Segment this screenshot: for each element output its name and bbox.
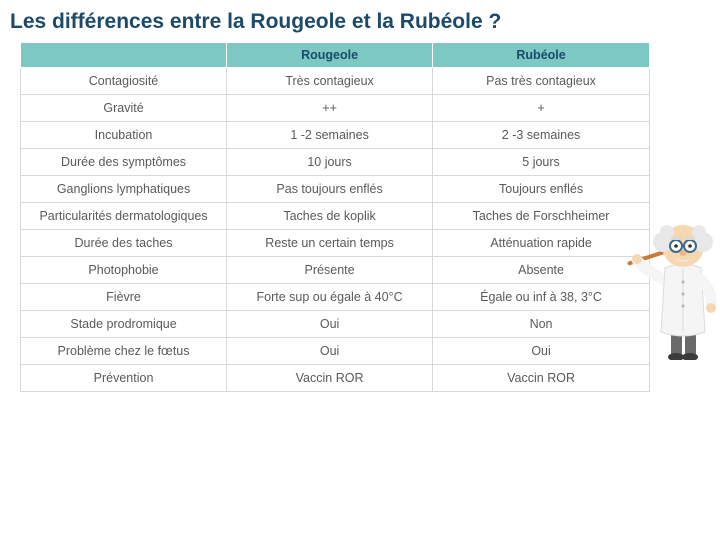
- row-value-1: 10 jours: [227, 149, 433, 176]
- row-label: Contagiosité: [21, 68, 227, 95]
- row-label: Gravité: [21, 95, 227, 122]
- table-row: Ganglions lymphatiquesPas toujours enflé…: [21, 176, 650, 203]
- table-row: Gravité+++: [21, 95, 650, 122]
- table-row: Problème chez le fœtusOuiOui: [21, 338, 650, 365]
- row-label: Particularités dermatologiques: [21, 203, 227, 230]
- row-label: Problème chez le fœtus: [21, 338, 227, 365]
- page-title: Les différences entre la Rougeole et la …: [0, 0, 720, 42]
- row-label: Durée des symptômes: [21, 149, 227, 176]
- row-value-2: Pas très contagieux: [433, 68, 650, 95]
- row-value-2: +: [433, 95, 650, 122]
- row-value-2: 5 jours: [433, 149, 650, 176]
- row-value-2: 2 -3 semaines: [433, 122, 650, 149]
- row-value-1: Présente: [227, 257, 433, 284]
- row-value-1: Taches de koplik: [227, 203, 433, 230]
- table-body: ContagiositéTrès contagieuxPas très cont…: [21, 68, 650, 392]
- table-row: Durée des tachesReste un certain tempsAt…: [21, 230, 650, 257]
- table-header-blank: [21, 43, 227, 68]
- row-value-1: Reste un certain temps: [227, 230, 433, 257]
- row-value-2: Taches de Forschheimer: [433, 203, 650, 230]
- row-value-1: Pas toujours enflés: [227, 176, 433, 203]
- row-label: Stade prodromique: [21, 311, 227, 338]
- table-header-col2: Rubéole: [433, 43, 650, 68]
- row-value-1: ++: [227, 95, 433, 122]
- row-value-2: Atténuation rapide: [433, 230, 650, 257]
- table-row: FièvreForte sup ou égale à 40°CÉgale ou …: [21, 284, 650, 311]
- table-row: PréventionVaccin RORVaccin ROR: [21, 365, 650, 392]
- table-row: Incubation1 -2 semaines2 -3 semaines: [21, 122, 650, 149]
- table-row: Particularités dermatologiquesTaches de …: [21, 203, 650, 230]
- row-value-2: Égale ou inf à 38, 3°C: [433, 284, 650, 311]
- row-value-2: Vaccin ROR: [433, 365, 650, 392]
- row-label: Durée des taches: [21, 230, 227, 257]
- row-value-2: Absente: [433, 257, 650, 284]
- row-label: Ganglions lymphatiques: [21, 176, 227, 203]
- table-row: PhotophobiePrésenteAbsente: [21, 257, 650, 284]
- row-value-1: Oui: [227, 338, 433, 365]
- table-header-row: Rougeole Rubéole: [21, 43, 650, 68]
- row-value-2: Toujours enflés: [433, 176, 650, 203]
- comparison-table-wrap: Rougeole Rubéole ContagiositéTrès contag…: [0, 42, 660, 392]
- row-value-1: 1 -2 semaines: [227, 122, 433, 149]
- row-label: Photophobie: [21, 257, 227, 284]
- table-row: Stade prodromiqueOuiNon: [21, 311, 650, 338]
- row-value-2: Non: [433, 311, 650, 338]
- table-row: Durée des symptômes10 jours5 jours: [21, 149, 650, 176]
- comparison-table: Rougeole Rubéole ContagiositéTrès contag…: [20, 42, 650, 392]
- row-value-1: Forte sup ou égale à 40°C: [227, 284, 433, 311]
- row-value-2: Oui: [433, 338, 650, 365]
- table-row: ContagiositéTrès contagieuxPas très cont…: [21, 68, 650, 95]
- row-value-1: Oui: [227, 311, 433, 338]
- row-value-1: Très contagieux: [227, 68, 433, 95]
- row-label: Incubation: [21, 122, 227, 149]
- row-label: Fièvre: [21, 284, 227, 311]
- row-label: Prévention: [21, 365, 227, 392]
- row-value-1: Vaccin ROR: [227, 365, 433, 392]
- table-header-col1: Rougeole: [227, 43, 433, 68]
